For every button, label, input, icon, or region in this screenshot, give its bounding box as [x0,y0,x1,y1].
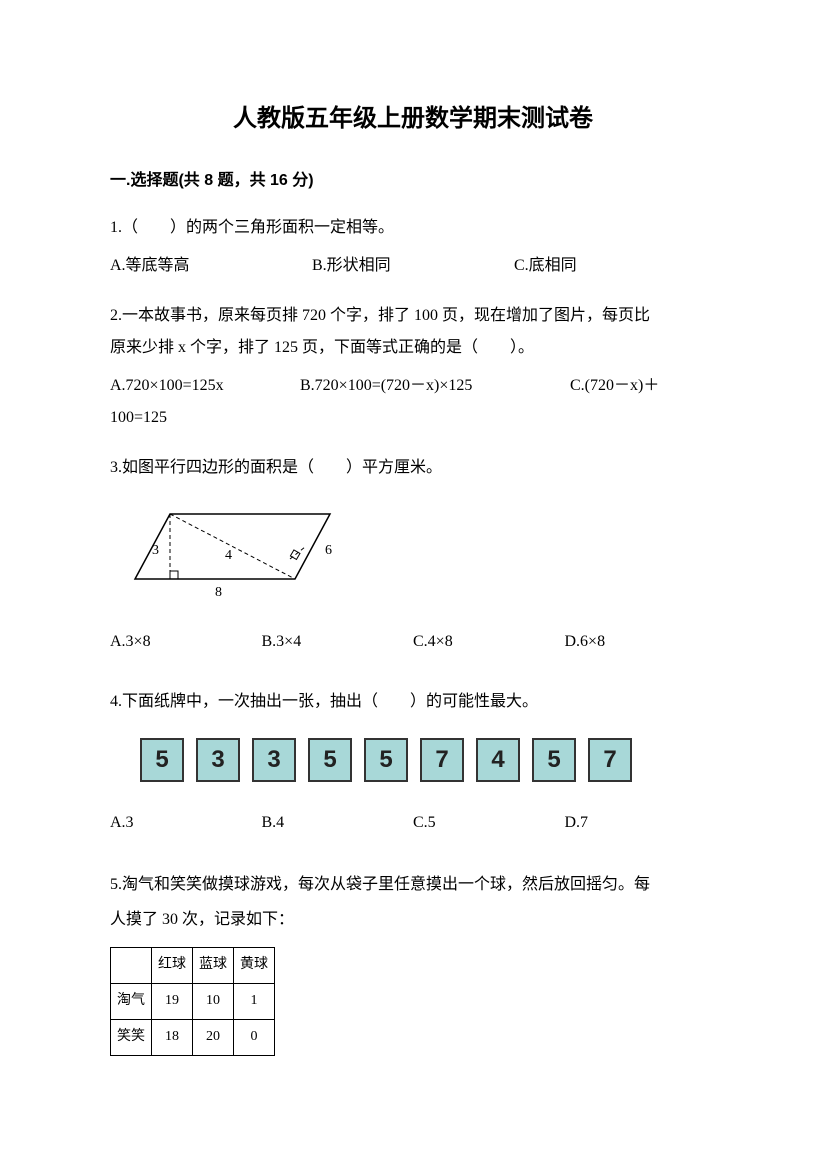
q3-option-d: D.6×8 [565,626,717,658]
card-5: 7 [420,738,464,782]
q2-option-a: A.720×100=125x [110,370,300,402]
card-4: 5 [364,738,408,782]
q4-option-b: B.4 [262,807,414,839]
q4-option-a: A.3 [110,807,262,839]
q5-line2: 人摸了 30 次，记录如下： [110,902,716,937]
row2-blue: 20 [193,1019,234,1055]
q5-table: 红球 蓝球 黄球 淘气 19 10 1 笑笑 18 20 0 [110,947,275,1055]
question-3: 3.如图平行四边形的面积是（ ）平方厘米。 3 4 6 8 A.3×8 B.3×… [110,452,716,658]
th-empty [111,948,152,984]
exam-title: 人教版五年级上册数学期末测试卷 [110,100,716,138]
q2-line2: 原来少排 x 个字，排了 125 页，下面等式正确的是（ ）。 [110,332,716,364]
card-2: 3 [252,738,296,782]
card-6: 4 [476,738,520,782]
q1-options: A.等底等高 B.形状相同 C.底相同 [110,250,716,282]
q1-option-c: C.底相同 [514,250,716,282]
th-blue: 蓝球 [193,948,234,984]
card-3: 5 [308,738,352,782]
q2-option-c-cont: 100=125 [110,402,716,434]
q4-option-c: C.5 [413,807,565,839]
section-1-header: 一.选择题(共 8 题，共 16 分) [110,168,716,194]
label-8: 8 [215,585,222,599]
q3-option-b: B.3×4 [262,626,414,658]
row2-red: 18 [152,1019,193,1055]
card-7: 5 [532,738,576,782]
q2-option-b: B.720×100=(720－x)×125 [300,370,570,402]
q2-options: A.720×100=125x B.720×100=(720－x)×125 C.(… [110,370,716,402]
row1-blue: 10 [193,984,234,1020]
table-row: 笑笑 18 20 0 [111,1019,275,1055]
table-header-row: 红球 蓝球 黄球 [111,948,275,984]
row2-yellow: 0 [234,1019,275,1055]
row1-red: 19 [152,984,193,1020]
label-6: 6 [325,543,332,558]
q4-text: 4.下面纸牌中，一次抽出一张，抽出（ ）的可能性最大。 [110,686,716,718]
question-4: 4.下面纸牌中，一次抽出一张，抽出（ ）的可能性最大。 5 3 3 5 5 7 … [110,686,716,839]
q4-options: A.3 B.4 C.5 D.7 [110,807,716,839]
row1-name: 淘气 [111,984,152,1020]
q4-option-d: D.7 [565,807,717,839]
q3-option-a: A.3×8 [110,626,262,658]
question-2: 2.一本故事书，原来每页排 720 个字，排了 100 页，现在增加了图片，每页… [110,300,716,434]
th-yellow: 黄球 [234,948,275,984]
q3-options: A.3×8 B.3×4 C.4×8 D.6×8 [110,626,716,658]
q2-option-c: C.(720－x)＋ [570,370,659,402]
card-1: 3 [196,738,240,782]
q1-text: 1.（ ）的两个三角形面积一定相等。 [110,212,716,244]
q5-line1: 5.淘气和笑笑做摸球游戏，每次从袋子里任意摸出一个球，然后放回摇匀。每 [110,867,716,902]
label-3: 3 [152,543,159,558]
q1-option-a: A.等底等高 [110,250,312,282]
q3-text: 3.如图平行四边形的面积是（ ）平方厘米。 [110,452,716,484]
parallelogram-diagram: 3 4 6 8 [130,499,716,611]
row2-name: 笑笑 [111,1019,152,1055]
th-red: 红球 [152,948,193,984]
card-8: 7 [588,738,632,782]
question-1: 1.（ ）的两个三角形面积一定相等。 A.等底等高 B.形状相同 C.底相同 [110,212,716,282]
question-5: 5.淘气和笑笑做摸球游戏，每次从袋子里任意摸出一个球，然后放回摇匀。每 人摸了 … [110,867,716,1056]
q3-option-c: C.4×8 [413,626,565,658]
q2-line1: 2.一本故事书，原来每页排 720 个字，排了 100 页，现在增加了图片，每页… [110,300,716,332]
label-4: 4 [225,548,232,563]
table-row: 淘气 19 10 1 [111,984,275,1020]
row1-yellow: 1 [234,984,275,1020]
q1-option-b: B.形状相同 [312,250,514,282]
cards-row: 5 3 3 5 5 7 4 5 7 [140,738,716,782]
card-0: 5 [140,738,184,782]
